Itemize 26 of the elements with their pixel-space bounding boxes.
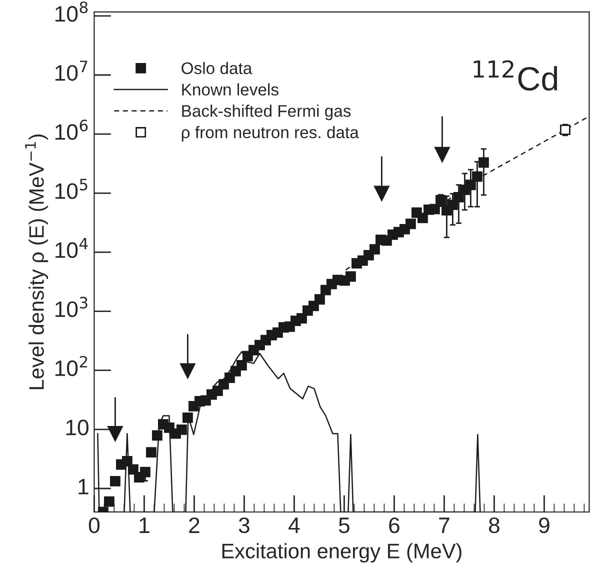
x-tick-label: 8 <box>488 517 500 534</box>
x-tick-label: 2 <box>189 517 200 533</box>
y-tick-label: 10$^{7}$ <box>55 60 88 81</box>
y-axis-title: Level density ρ (E) (MeV$^{−1}$) <box>25 134 48 390</box>
y-tick-label: 10$^{5}$ <box>55 178 88 199</box>
y-tick-label: 10 <box>66 420 88 436</box>
x-tick-label: 9 <box>539 517 550 534</box>
x-axis-title: Excitation energy E (MeV) <box>222 543 462 563</box>
x-tick-label: 1 <box>140 518 150 533</box>
legend-label: Known levels <box>182 83 278 96</box>
x-tick-label: 4 <box>288 518 300 533</box>
x-tick-label: 5 <box>338 518 350 534</box>
x-tick-label: 6 <box>389 517 400 534</box>
annotation: $^{112}$Cd <box>474 60 558 91</box>
x-tick-label: 3 <box>238 517 250 534</box>
legend-label: Back-shifted Fermi gas <box>182 104 351 120</box>
legend-label: ρ from neutron res. data <box>182 126 359 142</box>
y-tick-label: 10$^{6}$ <box>55 120 88 140</box>
x-tick-label: 7 <box>439 518 450 533</box>
y-tick-label: 1 <box>78 478 88 494</box>
y-tick-label: 10$^{2}$ <box>55 356 88 376</box>
legend-label: Oslo data <box>182 62 252 74</box>
y-tick-label: 10$^{3}$ <box>55 296 88 318</box>
x-tick-label: 0 <box>88 517 100 534</box>
y-tick-label: 10$^{8}$ <box>55 1 88 22</box>
y-tick-label: 10$^{4}$ <box>55 238 88 258</box>
